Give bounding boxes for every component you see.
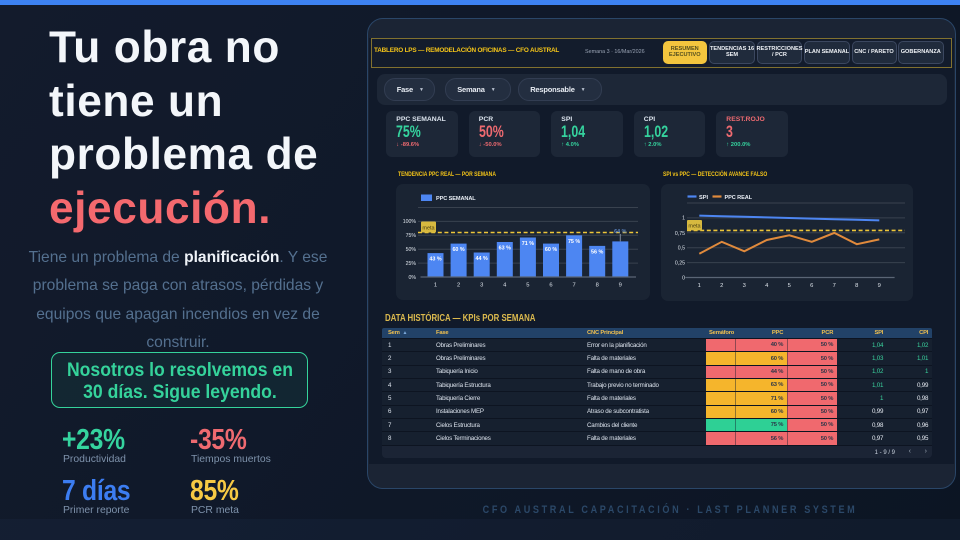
svg-text:1: 1 bbox=[698, 283, 701, 289]
svg-text:64 %: 64 % bbox=[614, 229, 626, 235]
svg-text:75 %: 75 % bbox=[568, 239, 580, 245]
svg-text:1: 1 bbox=[682, 216, 685, 222]
svg-text:7: 7 bbox=[833, 283, 836, 289]
svg-text:8: 8 bbox=[855, 283, 858, 289]
svg-text:2: 2 bbox=[457, 283, 460, 289]
svg-text:SPI: SPI bbox=[699, 195, 708, 201]
svg-text:71 %: 71 % bbox=[522, 241, 534, 247]
svg-text:4: 4 bbox=[765, 283, 769, 289]
svg-text:100%: 100% bbox=[403, 219, 417, 225]
svg-text:56 %: 56 % bbox=[591, 249, 603, 255]
svg-text:0,5: 0,5 bbox=[678, 246, 685, 252]
svg-text:PPC SEMANAL: PPC SEMANAL bbox=[436, 196, 476, 202]
svg-text:5: 5 bbox=[788, 283, 791, 289]
svg-text:9: 9 bbox=[878, 283, 881, 289]
svg-text:0: 0 bbox=[682, 276, 685, 282]
svg-text:75%: 75% bbox=[406, 233, 417, 239]
svg-text:3: 3 bbox=[743, 283, 746, 289]
svg-text:0,75: 0,75 bbox=[675, 231, 685, 237]
svg-text:2: 2 bbox=[720, 283, 723, 289]
svg-text:50%: 50% bbox=[406, 247, 417, 253]
svg-text:1: 1 bbox=[434, 283, 437, 289]
svg-text:5: 5 bbox=[526, 283, 529, 289]
svg-text:8: 8 bbox=[596, 283, 599, 289]
svg-text:meta: meta bbox=[422, 225, 435, 231]
svg-text:60 %: 60 % bbox=[452, 247, 464, 253]
svg-text:4: 4 bbox=[503, 283, 507, 289]
svg-text:63 %: 63 % bbox=[499, 246, 511, 252]
svg-text:6: 6 bbox=[810, 283, 813, 289]
svg-text:PPC REAL: PPC REAL bbox=[725, 195, 753, 201]
svg-text:9: 9 bbox=[619, 283, 622, 289]
svg-text:7: 7 bbox=[572, 283, 575, 289]
svg-text:25%: 25% bbox=[406, 261, 417, 267]
svg-text:3: 3 bbox=[480, 283, 483, 289]
svg-text:0,25: 0,25 bbox=[675, 261, 685, 267]
svg-text:6: 6 bbox=[549, 283, 552, 289]
svg-text:43 %: 43 % bbox=[429, 256, 441, 262]
svg-text:meta: meta bbox=[688, 224, 701, 230]
svg-text:44 %: 44 % bbox=[476, 256, 488, 262]
svg-text:60 %: 60 % bbox=[545, 247, 557, 253]
svg-text:0%: 0% bbox=[409, 275, 417, 281]
